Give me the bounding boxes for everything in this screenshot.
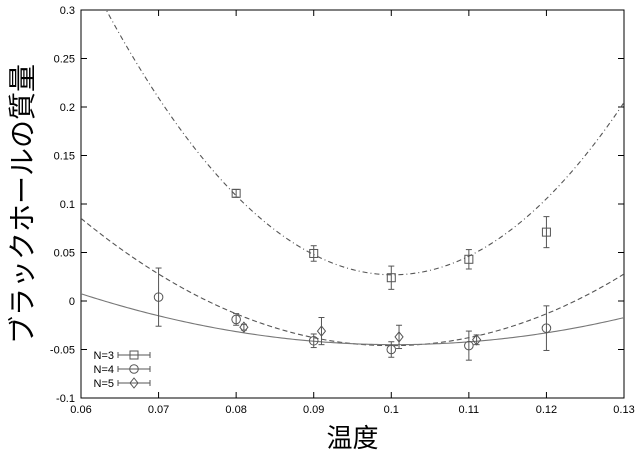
data-point <box>308 335 319 346</box>
y-tick-label: -0.1 <box>56 393 75 405</box>
x-tick-label: 0.06 <box>70 404 91 416</box>
y-tick-label: 0.25 <box>54 54 75 66</box>
x-tick-label: 0.08 <box>225 404 246 416</box>
data-point <box>541 323 552 333</box>
plot-frame <box>80 9 625 399</box>
y-tick-label: 0.15 <box>54 151 75 163</box>
y-tick-label: -0.05 <box>50 345 75 357</box>
legend-marker <box>129 377 139 389</box>
plot-area: 0.06 0.07 0.08 0.09 0.1 0.11 0.12 0.13 -0.1 -0.05… <box>50 5 635 416</box>
data-point <box>153 292 164 302</box>
y-tick-label: 0.05 <box>54 248 75 260</box>
data-point <box>231 188 241 198</box>
y-tick-label: 0.1 <box>60 199 75 211</box>
y-tick-label: 0.3 <box>60 5 75 17</box>
y-tick-label: 0.2 <box>60 102 75 114</box>
x-tick-label: 0.09 <box>303 404 324 416</box>
fit-curve-n5 <box>81 293 624 346</box>
y-tick-label: 0 <box>69 296 75 308</box>
data-point <box>464 340 474 351</box>
data-point <box>231 314 241 325</box>
data-point <box>239 321 249 333</box>
legend-label: N=4 <box>94 364 115 376</box>
series-n5 <box>239 316 482 350</box>
data-point <box>316 325 327 337</box>
data-point <box>464 254 474 264</box>
series-n3 <box>231 188 551 290</box>
y-axis-title: ブラックホールの質量 <box>6 64 39 344</box>
data-point <box>541 227 551 237</box>
fit-curve-n3 <box>105 10 624 276</box>
legend-label: N=3 <box>94 350 115 362</box>
x-tick-label: 0.1 <box>384 404 399 416</box>
data-point <box>309 248 319 258</box>
legend-label: N=5 <box>94 378 115 390</box>
legend-marker <box>129 364 139 374</box>
x-axis-title: 温度 <box>326 424 378 454</box>
x-tick-label: 0.12 <box>536 404 557 416</box>
legend: N=3 N=4 N=5 <box>94 350 151 390</box>
fit-curves <box>81 10 624 347</box>
series-n4 <box>153 267 552 361</box>
data-point <box>386 273 396 283</box>
data-point <box>394 331 404 343</box>
legend-marker <box>129 350 139 360</box>
x-tick-label: 0.13 <box>613 404 634 416</box>
x-tick-label: 0.07 <box>148 404 169 416</box>
data-point <box>386 344 397 355</box>
data-point <box>471 333 482 346</box>
x-tick-label: 0.11 <box>459 404 480 416</box>
